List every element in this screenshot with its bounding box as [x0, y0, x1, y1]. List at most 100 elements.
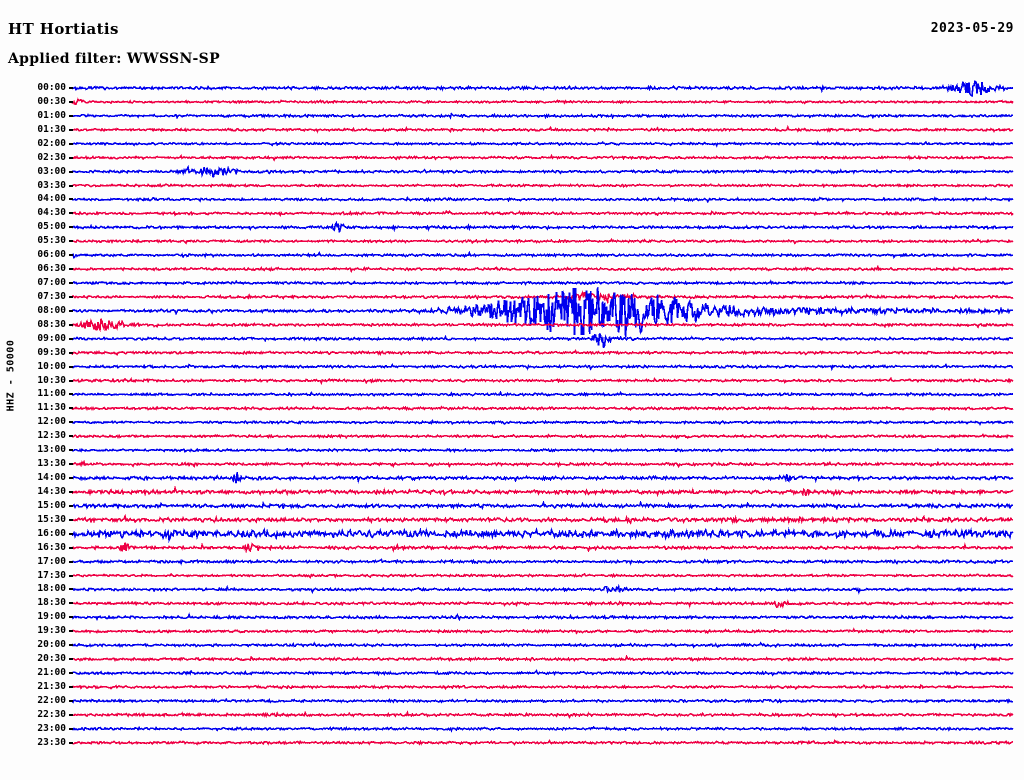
trace-2000 [71, 641, 1013, 651]
axis-tick [69, 254, 73, 257]
time-label-2000: 20:00 [37, 639, 66, 651]
time-label-0500: 05:00 [37, 221, 66, 233]
time-label-1730: 17:30 [37, 569, 66, 581]
time-label-0430: 04:30 [37, 207, 66, 219]
time-label-0830: 08:30 [37, 318, 66, 330]
axis-tick [69, 727, 73, 730]
axis-tick [69, 170, 73, 173]
time-label-1330: 13:30 [37, 458, 66, 470]
time-label-1430: 14:30 [37, 485, 66, 497]
axis-tick [69, 142, 73, 145]
time-label-1100: 11:00 [37, 388, 66, 400]
time-label-1030: 10:30 [37, 374, 66, 386]
axis-tick [69, 323, 73, 326]
trace-1000 [71, 362, 1014, 372]
time-label-0030: 00:30 [37, 95, 66, 107]
time-label-1200: 12:00 [37, 416, 66, 428]
axis-tick [69, 379, 73, 382]
axis-tick [69, 588, 73, 591]
axis-tick [69, 114, 73, 117]
time-label-1900: 19:00 [37, 611, 66, 623]
page-title: HT Hortiatis [8, 20, 119, 38]
time-label-0130: 01:30 [37, 123, 66, 135]
time-label-1530: 15:30 [37, 513, 66, 525]
time-label-1300: 13:00 [37, 444, 66, 456]
time-label-0630: 06:30 [37, 263, 66, 275]
trace-0000 [71, 80, 1014, 98]
trace-1930 [71, 627, 1014, 635]
axis-tick [69, 463, 73, 466]
trace-2030 [71, 654, 1014, 663]
axis-tick [69, 685, 73, 688]
trace-0400 [71, 195, 1014, 204]
time-label-1130: 11:30 [37, 402, 66, 414]
time-label-1000: 10:00 [37, 360, 66, 372]
trace-1400 [71, 472, 1014, 484]
trace-1330 [72, 459, 1014, 469]
trace-0830 [71, 318, 1014, 333]
time-label-0930: 09:30 [37, 346, 66, 358]
trace-0130 [71, 124, 1014, 134]
trace-0930 [71, 348, 1014, 357]
axis-tick [69, 546, 73, 549]
axis-tick [69, 337, 73, 340]
trace-0200 [72, 140, 1014, 148]
time-label-0330: 03:30 [37, 179, 66, 191]
time-label-1230: 12:30 [37, 430, 66, 442]
axis-tick [69, 741, 73, 744]
time-label-0300: 03:00 [37, 165, 66, 177]
trace-0730 [71, 290, 1014, 305]
trace-1530 [71, 513, 1014, 525]
trace-1830 [71, 599, 1014, 609]
trace-0630 [71, 264, 1014, 274]
trace-1900 [71, 612, 1014, 622]
time-label-0530: 05:30 [37, 235, 66, 247]
axis-tick [69, 532, 73, 535]
time-label-2230: 22:30 [37, 708, 66, 720]
axis-tick [69, 644, 73, 647]
time-label-0900: 09:00 [37, 332, 66, 344]
axis-tick [69, 602, 73, 605]
time-label-2330: 23:30 [37, 736, 66, 748]
trace-1230 [71, 433, 1014, 440]
axis-tick [69, 672, 73, 675]
axis-tick [69, 282, 73, 285]
axis-tick [69, 226, 73, 229]
axis-tick [69, 212, 73, 215]
seismogram-traces [71, 80, 1014, 746]
axis-tick [69, 198, 73, 201]
axis-tick [69, 616, 73, 619]
axis-tick [69, 351, 73, 354]
axis-tick [69, 295, 73, 298]
trace-0530 [71, 237, 1014, 245]
axis-tick [69, 658, 73, 661]
trace-1700 [71, 557, 1014, 566]
trace-1630 [71, 542, 1014, 554]
helicorder-plot: 00:00 00:30 01:00 01:30 02:00 02:30 03:00 03:30… [0, 78, 1024, 774]
time-label-1700: 17:00 [37, 555, 66, 567]
trace-2100 [71, 669, 1014, 677]
axis-tick [69, 449, 73, 452]
time-label-1400: 14:00 [37, 472, 66, 484]
time-label-1800: 18:00 [37, 583, 66, 595]
axis-tick [69, 477, 73, 480]
time-label-2030: 20:30 [37, 653, 66, 665]
time-label-0100: 01:00 [37, 109, 66, 121]
axis-tick [69, 560, 73, 563]
axis-tick [69, 713, 73, 716]
trace-2330 [71, 738, 1014, 746]
time-label-1500: 15:00 [37, 499, 66, 511]
axis-tick [69, 87, 73, 89]
axis-tick [69, 421, 73, 424]
trace-1100 [71, 390, 1014, 398]
trace-1800 [71, 583, 1014, 595]
trace-1500 [71, 500, 1014, 511]
axis-tick [69, 393, 73, 396]
trace-0230 [71, 153, 1014, 162]
trace-2200 [71, 697, 1014, 704]
axis-tick [69, 100, 73, 103]
time-label-0730: 07:30 [37, 290, 66, 302]
time-label-0600: 06:00 [37, 249, 66, 261]
axis-tick [69, 407, 73, 410]
applied-filter-label: Applied filter: WWSSN-SP [8, 51, 220, 67]
